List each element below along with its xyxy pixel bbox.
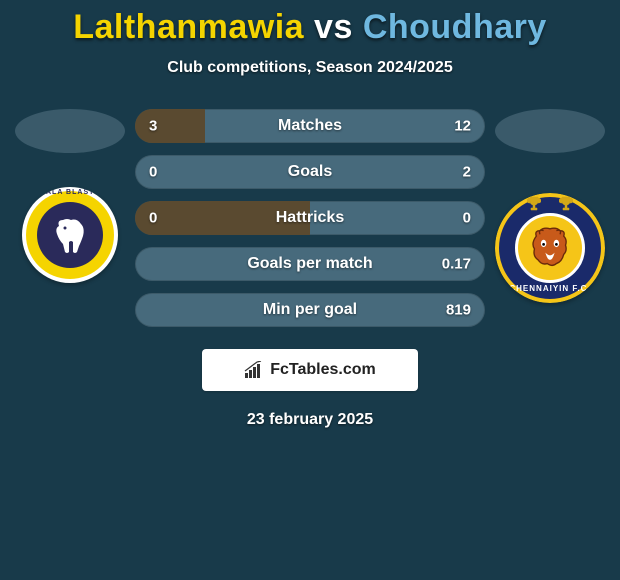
stat-left-fill: [135, 109, 205, 143]
kerala-blasters-inner: [37, 202, 103, 268]
footer-brand-text: FcTables.com: [270, 361, 376, 379]
kerala-blasters-ring: KERALA BLASTERS: [26, 191, 114, 279]
comparison-infographic: Lalthanmawia vs Choudhary Club competiti…: [0, 0, 620, 580]
date-text: 23 february 2025: [247, 411, 373, 429]
trophy-icon: [559, 195, 573, 211]
chennaiyin-face: [515, 213, 585, 283]
trophy-row: [527, 195, 573, 211]
stat-bar: Goals per match 0.17: [135, 247, 485, 281]
stat-value-right: 2: [463, 164, 471, 181]
stat-bar: 0 Hattricks 0: [135, 201, 485, 235]
bar-chart-icon: [244, 361, 264, 379]
stat-value-right: 0.17: [442, 256, 471, 273]
stat-label: Matches: [278, 117, 342, 135]
trophy-icon: [527, 195, 541, 211]
page-title: Lalthanmawia vs Choudhary: [73, 8, 547, 47]
stat-bar: 0 Goals 2: [135, 155, 485, 189]
stat-value-right: 819: [446, 302, 471, 319]
stat-label: Goals: [288, 163, 332, 181]
stat-bar: Min per goal 819: [135, 293, 485, 327]
stat-bar: 3 Matches 12: [135, 109, 485, 143]
team-right-badge: CHENNAIYIN F.C.: [495, 193, 605, 303]
stat-label: Goals per match: [247, 255, 372, 273]
stat-label: Hattricks: [276, 209, 344, 227]
right-column: CHENNAIYIN F.C.: [495, 109, 605, 303]
stat-value-left: 0: [149, 164, 157, 181]
player2-avatar-placeholder: [495, 109, 605, 153]
subtitle: Club competitions, Season 2024/2025: [167, 59, 452, 77]
team-left-badge: KERALA BLASTERS: [22, 187, 118, 283]
stat-value-left: 0: [149, 210, 157, 227]
stat-label: Min per goal: [263, 301, 357, 319]
elephant-icon: [47, 212, 93, 258]
footer-brand-box: FcTables.com: [202, 349, 418, 391]
stat-value-left: 3: [149, 118, 157, 135]
kerala-blasters-text: KERALA BLASTERS: [22, 189, 118, 196]
chennaiyin-text: CHENNAIYIN F.C.: [499, 284, 601, 293]
left-column: KERALA BLASTERS: [15, 109, 125, 283]
player1-avatar-placeholder: [15, 109, 125, 153]
stats-column: 3 Matches 12 0 Goals 2 0 Hattricks 0 Goals per ma…: [135, 109, 485, 327]
chennaiyin-ring: CHENNAIYIN F.C.: [495, 193, 605, 303]
stat-value-right: 12: [454, 118, 471, 135]
stat-value-right: 0: [463, 210, 471, 227]
player1-name: Lalthanmawia: [73, 8, 304, 46]
vs-text: vs: [314, 8, 353, 46]
player2-name: Choudhary: [363, 8, 547, 46]
lion-face-icon: [518, 213, 582, 283]
content-row: KERALA BLASTERS 3 Matches 12 0 Goals 2 0 Hattri…: [0, 109, 620, 327]
